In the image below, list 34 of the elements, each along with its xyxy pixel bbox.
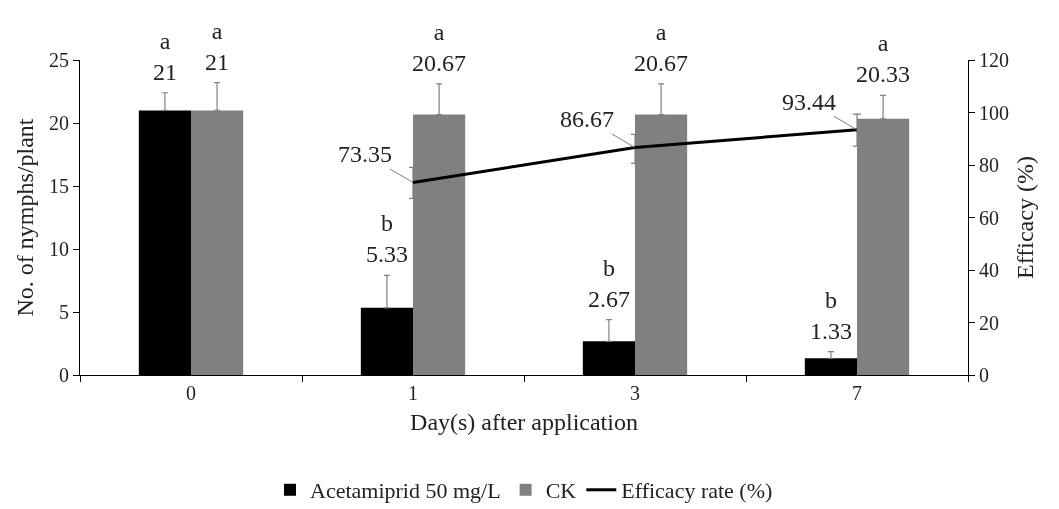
data-label: 73.35	[338, 141, 392, 167]
data-label: 86.67	[560, 106, 614, 132]
x-tick-label: 3	[630, 382, 640, 405]
data-label: a 21	[205, 18, 229, 76]
data-label: a 21	[153, 28, 177, 86]
data-label: a 20.67	[412, 19, 466, 77]
y-tick-label: 15	[48, 175, 69, 197]
y-tick-label: 0	[58, 364, 69, 386]
data-label: a 20.67	[634, 19, 688, 77]
legend-label: Acetamiprid 50 mg/L	[310, 478, 501, 504]
data-label: b 1.33	[810, 287, 852, 345]
y2-axis-title: Efficacy (%)	[1012, 156, 1039, 279]
legend-label: Efficacy rate (%)	[621, 478, 773, 504]
y2-tick-label: 80	[979, 154, 1000, 176]
data-label: b 5.33	[366, 210, 408, 268]
legend-label: CK	[545, 478, 577, 504]
x-axis-title: Day(s) after application	[410, 409, 638, 436]
y-tick-label: 25	[48, 49, 69, 71]
y2-tick-label: 20	[979, 311, 1000, 334]
y-tick-label: 20	[48, 112, 69, 134]
y2-tick-label: 60	[979, 206, 1000, 229]
x-tick-label: 1	[408, 382, 418, 405]
y-tick-label: 10	[48, 238, 69, 260]
y-tick-label: 5	[58, 301, 69, 323]
x-tick-label: 0	[186, 382, 196, 405]
data-label: a 20.33	[856, 30, 910, 88]
x-tick-label: 7	[852, 382, 862, 405]
y2-tick-label: 40	[979, 259, 1000, 281]
y2-tick-label: 100	[979, 101, 1010, 124]
data-label: b 2.67	[588, 255, 630, 313]
y-axis-title: No. of nymphs/plant	[12, 118, 38, 317]
y2-tick-label: 120	[979, 49, 1010, 71]
y2-tick-label: 0	[979, 364, 990, 386]
data-label: 93.44	[782, 89, 836, 115]
